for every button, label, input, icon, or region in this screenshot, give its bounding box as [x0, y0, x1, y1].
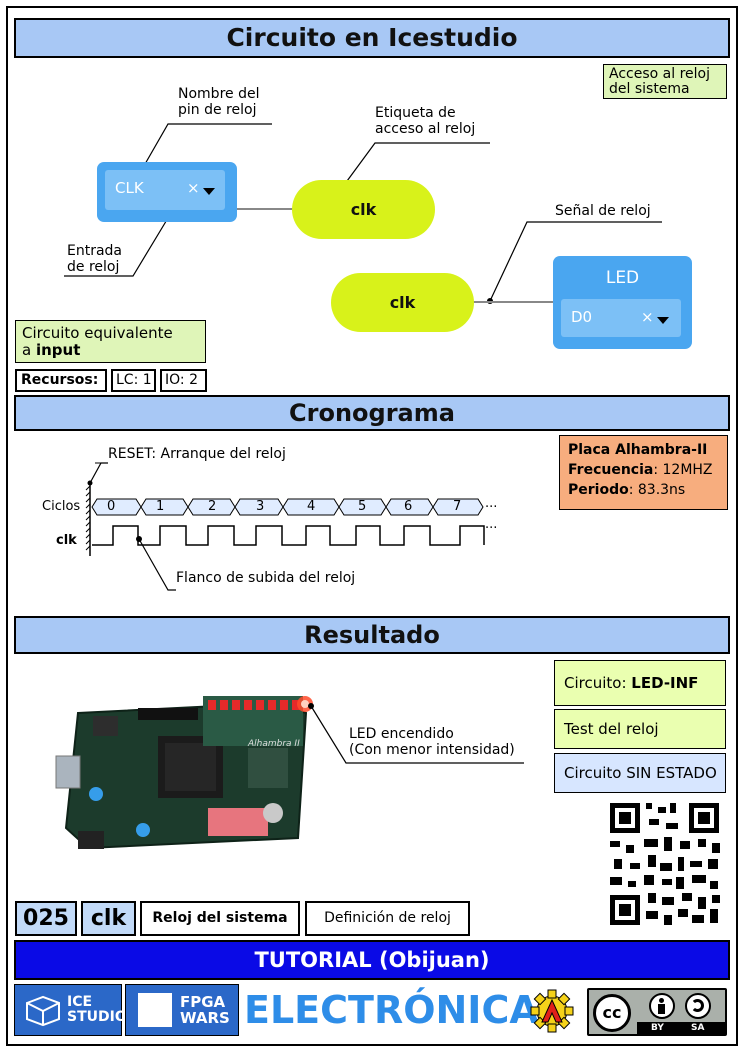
dropdown-icon[interactable]	[203, 188, 215, 195]
dropdown-icon[interactable]	[657, 317, 669, 324]
cc-by-sa-icon[interactable]: cc BY SA	[587, 988, 727, 1036]
cycles-label: Ciclos	[42, 499, 81, 514]
led-on-label: LED encendido (Con menor intensidad)	[349, 726, 515, 758]
access-note-line1: Acceso al reloj	[609, 66, 710, 82]
tag-label: Etiqueta de acceso al reloj	[375, 105, 476, 137]
board-info: Placa Alhambra-II Frecuencia: 12MHZ Peri…	[559, 435, 728, 510]
cycle-label-3: 3	[256, 499, 265, 514]
result-test: Test del reloj	[554, 709, 726, 749]
tag-output-clk[interactable]: clk	[292, 180, 435, 239]
section-title-circuit: Circuito en Icestudio	[14, 18, 730, 58]
cycle-label-7: 7	[453, 499, 462, 514]
reset-label: RESET: Arranque del reloj	[108, 446, 286, 462]
cycle-label-5: 5	[358, 499, 367, 514]
access-note: Acceso al reloj del sistema	[603, 64, 727, 99]
clear-icon[interactable]: ×	[187, 179, 200, 197]
tutorial-desc: Definición de reloj	[305, 901, 470, 936]
input-pin-name: CLK	[115, 179, 144, 197]
by-person-icon	[649, 993, 675, 1019]
timing-diagram	[85, 462, 485, 591]
output-pin-name: D0	[571, 308, 593, 326]
equivalent-note: Circuito equivalente a input	[15, 320, 206, 363]
cycle-label-1: 1	[156, 499, 165, 514]
page-frame	[6, 6, 738, 1046]
fpga-wars-logo[interactable]: FPGA WARS	[125, 984, 239, 1036]
pin-name-label: Nombre del pin de reloj	[178, 86, 260, 118]
signal-label: Señal de reloj	[555, 203, 651, 219]
clk-waveform	[92, 525, 485, 546]
output-pin-select[interactable]: D0 ×	[561, 299, 681, 337]
input-label: Entrada de reloj	[67, 243, 123, 275]
output-block-title: LED	[605, 268, 640, 288]
clk-signal-label: clk	[56, 533, 77, 548]
fpga-logo-line1: FPGA	[180, 993, 226, 1011]
tutorial-title: Reloj del sistema	[140, 901, 300, 936]
by-label: BY	[651, 1023, 664, 1033]
tutorial-banner: TUTORIAL (Obijuan)	[14, 940, 730, 980]
ice-logo-line1: ICE	[67, 994, 93, 1010]
alhambra-board-image: Alhambra II	[55, 696, 313, 850]
access-note-line2: del sistema	[609, 81, 690, 97]
sa-share-icon	[685, 993, 711, 1019]
result-circuit: Circuito: LED-INF	[554, 660, 726, 706]
section-title-result: Resultado	[14, 616, 730, 654]
cycle-label-4: 4	[307, 499, 316, 514]
resources-label: Recursos:	[15, 369, 107, 392]
ice-logo-line2: STUDIO	[67, 1009, 127, 1025]
resources-io: IO: 2	[160, 369, 207, 392]
cycle-label-2: 2	[208, 499, 217, 514]
edge-label: Flanco de subida del reloj	[176, 570, 356, 586]
led-annotation-line	[308, 703, 524, 764]
electronica-title: ELECTRÓNICA	[244, 988, 539, 1032]
cc-circle-icon: cc	[593, 994, 631, 1032]
clear-icon[interactable]: ×	[641, 308, 654, 326]
input-block[interactable]: CLK ×	[97, 162, 237, 222]
tag-input-clk[interactable]: clk	[331, 273, 474, 332]
robot-gear-icon	[530, 989, 574, 1033]
fpga-logo-line2: WARS	[180, 1009, 230, 1027]
cycle-shapes	[91, 498, 484, 516]
sa-label: SA	[691, 1023, 705, 1033]
cycle-label-6: 6	[404, 499, 413, 514]
input-pin-select[interactable]: CLK ×	[105, 170, 225, 210]
result-state: Circuito SIN ESTADO	[554, 753, 726, 793]
clk-ellipsis: ...	[485, 517, 498, 532]
resources-lc: LC: 1	[111, 369, 156, 392]
tutorial-number: 025	[15, 901, 77, 936]
cycles-ellipsis: ...	[485, 496, 498, 511]
cycle-label-0: 0	[107, 499, 116, 514]
qr-code-icon[interactable]	[604, 797, 725, 931]
ice-studio-logo[interactable]: ICE STUDIO	[14, 984, 127, 1036]
fpga-square-icon	[138, 993, 172, 1027]
ice-cube-icon	[26, 995, 60, 1027]
section-title-timing: Cronograma	[14, 395, 730, 431]
board-text: Alhambra II	[247, 739, 300, 749]
output-block-led[interactable]: LED D0 ×	[553, 256, 692, 349]
tutorial-name: clk	[81, 901, 136, 936]
